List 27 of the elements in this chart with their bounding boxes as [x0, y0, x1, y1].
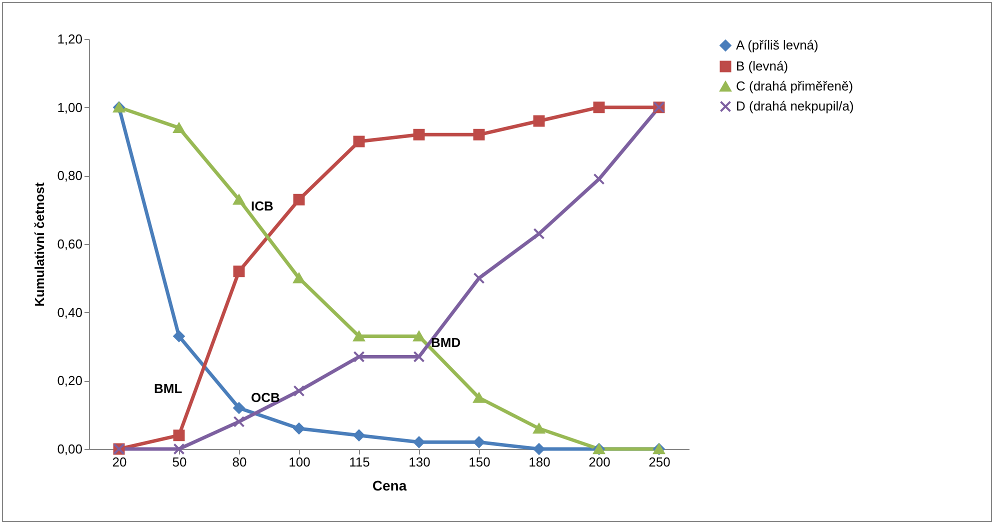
- y-tick-label: 0,60: [57, 236, 82, 252]
- x-tick-label: 20: [112, 454, 127, 470]
- annotation: BML: [154, 381, 182, 396]
- legend-label: C (drahá přiměřeně): [736, 78, 854, 94]
- y-tick-label: 0,80: [57, 168, 82, 184]
- y-tick-label: 0,20: [57, 373, 82, 388]
- y-tick-label: 0,40: [57, 304, 82, 320]
- y-tick-label: 0,00: [57, 442, 82, 456]
- x-tick-label: 115: [349, 454, 370, 470]
- x-tick-label: 130: [408, 454, 430, 470]
- y-axis-title: Kumulativní četnost: [32, 182, 48, 307]
- legend-label: B (levná): [736, 58, 788, 74]
- x-axis-title: Cena: [372, 478, 407, 494]
- annotation: OCB: [251, 390, 280, 405]
- x-tick-label: 150: [468, 454, 490, 470]
- x-tick-label: 200: [588, 454, 610, 470]
- x-tick-label: 50: [172, 454, 187, 470]
- annotation: ICB: [251, 198, 274, 214]
- y-tick-label: 1,00: [57, 100, 82, 115]
- x-tick-label: 180: [528, 454, 550, 470]
- legend-label: D (drahá nekpupil/a): [736, 98, 854, 114]
- x-tick-label: 100: [288, 454, 310, 470]
- annotation: BMD: [431, 335, 461, 350]
- legend-label: A (příliš levná): [736, 38, 818, 52]
- y-tick-label: 1,20: [57, 32, 82, 46]
- x-tick-label: 80: [232, 454, 247, 470]
- x-tick-label: 250: [648, 454, 670, 470]
